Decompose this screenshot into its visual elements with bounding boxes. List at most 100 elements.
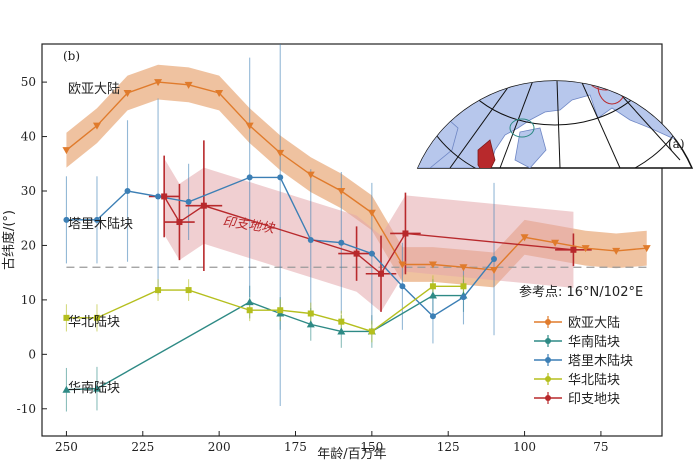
- globe-indochina-polygon: [477, 139, 496, 168]
- marker-series-0: [123, 90, 132, 97]
- x-tick-label: 75: [593, 440, 608, 454]
- marker-series-0: [184, 81, 193, 89]
- globe-landmass-southeast-asia: [514, 127, 547, 168]
- marker-series-1: [245, 298, 254, 306]
- marker-series-2: [185, 198, 192, 205]
- marker-series-2: [124, 188, 131, 194]
- marker-series-4: [353, 250, 360, 257]
- region-label-eurasia: 欧亚大陆: [68, 81, 120, 97]
- marker-series-0: [551, 239, 560, 247]
- marker-series-3: [338, 318, 345, 325]
- marker-series-3: [460, 283, 467, 290]
- x-tick-label: 250: [55, 440, 78, 454]
- marker-series-3: [93, 314, 100, 321]
- line-series-2: [66, 176, 495, 318]
- marker-series-2: [429, 313, 436, 320]
- region-label-north-china: 华北陆块: [68, 314, 120, 330]
- legend-marker: [545, 338, 551, 344]
- legend-label: 华北陆块: [568, 372, 620, 388]
- x-tick-label: 175: [284, 440, 307, 454]
- marker-series-4: [378, 270, 385, 277]
- globe-landmass-arctic: [555, 22, 582, 40]
- marker-series-0: [459, 264, 468, 272]
- marker-series-2: [63, 216, 70, 223]
- marker-series-2: [307, 237, 314, 243]
- marker-series-0: [367, 209, 376, 217]
- x-axis-ticks: 250 225 200 175 150 125 100 75: [55, 431, 609, 454]
- marker-series-0: [490, 266, 499, 274]
- x-tick-label: 125: [437, 440, 460, 454]
- marker-series-3: [185, 287, 192, 294]
- marker-series-0: [245, 122, 254, 130]
- marker-series-2: [368, 250, 375, 257]
- x-tick-label: 225: [131, 440, 154, 454]
- globe-latitude-circle-2: [449, 80, 661, 126]
- marker-series-0: [398, 261, 407, 269]
- y-tick-label: 50: [21, 75, 36, 89]
- band-series-4: [164, 158, 574, 312]
- y-axis-ticks: -10 0 10 20 30 40 50: [17, 75, 47, 416]
- marker-series-2: [155, 193, 162, 200]
- marker-series-4: [176, 219, 183, 226]
- region-label-south-china: 华南陆块: [68, 380, 120, 396]
- marker-series-4: [402, 230, 409, 237]
- region-label-indochina: 印支地块: [222, 215, 277, 237]
- y-tick-label: 10: [21, 293, 36, 307]
- marker-series-0: [306, 171, 315, 179]
- y-tick-label: -10: [17, 402, 36, 416]
- legend-label: 欧亚大陆: [568, 315, 620, 331]
- marker-series-3: [246, 307, 253, 314]
- reference-point-note: 参考点: 16°N/102°E: [519, 284, 643, 300]
- region-label-tarim: 塔里木陆块: [68, 216, 133, 232]
- legend-label: 印支地块: [568, 392, 620, 407]
- marker-series-1: [306, 320, 315, 328]
- marker-series-1: [337, 327, 346, 335]
- marker-series-3: [277, 307, 284, 314]
- marker-series-1: [428, 291, 437, 299]
- marker-series-1: [62, 385, 71, 393]
- globe-south-china-ellipse: [509, 118, 535, 138]
- marker-series-3: [63, 314, 70, 321]
- x-tick-label: 200: [208, 440, 231, 454]
- marker-series-3: [368, 328, 375, 335]
- y-tick-label: 30: [21, 184, 36, 198]
- marker-series-4: [200, 202, 207, 209]
- globe-landmass-eurasia: [418, 80, 692, 168]
- marker-series-0: [520, 234, 529, 242]
- marker-series-2: [338, 239, 345, 246]
- y-tick-label: 40: [21, 130, 36, 144]
- marker-series-0: [581, 245, 590, 253]
- uncertainty-bands: [66, 64, 647, 312]
- marker-series-0: [612, 247, 621, 255]
- marker-series-0: [92, 122, 101, 130]
- marker-series-0: [154, 79, 163, 87]
- marker-series-3: [429, 283, 436, 290]
- marker-series-2: [246, 174, 253, 181]
- legend-marker: [545, 319, 551, 325]
- globe-meridian-1: [449, 80, 556, 168]
- marker-series-0: [276, 149, 285, 157]
- marker-series-2: [399, 283, 406, 290]
- x-tick-label: 150: [360, 440, 383, 454]
- marker-series-3: [307, 310, 314, 317]
- marker-series-0: [428, 261, 437, 269]
- marker-series-2: [277, 174, 284, 181]
- line-series-0: [65, 81, 647, 271]
- globe-meridian-3: [554, 80, 561, 168]
- y-tick-label: 0: [28, 347, 36, 361]
- panel-label-b: (b): [63, 49, 80, 63]
- marker-series-4: [161, 193, 168, 200]
- marker-series-0: [215, 90, 224, 97]
- globe-meridian-2: [499, 80, 556, 168]
- band-series-0: [66, 64, 647, 288]
- marker-series-0: [642, 245, 651, 253]
- marker-series-4: [570, 246, 577, 253]
- marker-series-0: [62, 147, 71, 155]
- x-tick-label: 100: [513, 440, 536, 454]
- series-markers: [62, 79, 651, 393]
- globe-meridian-4: [554, 80, 621, 168]
- legend-marker: [545, 357, 551, 363]
- marker-series-1: [92, 384, 101, 392]
